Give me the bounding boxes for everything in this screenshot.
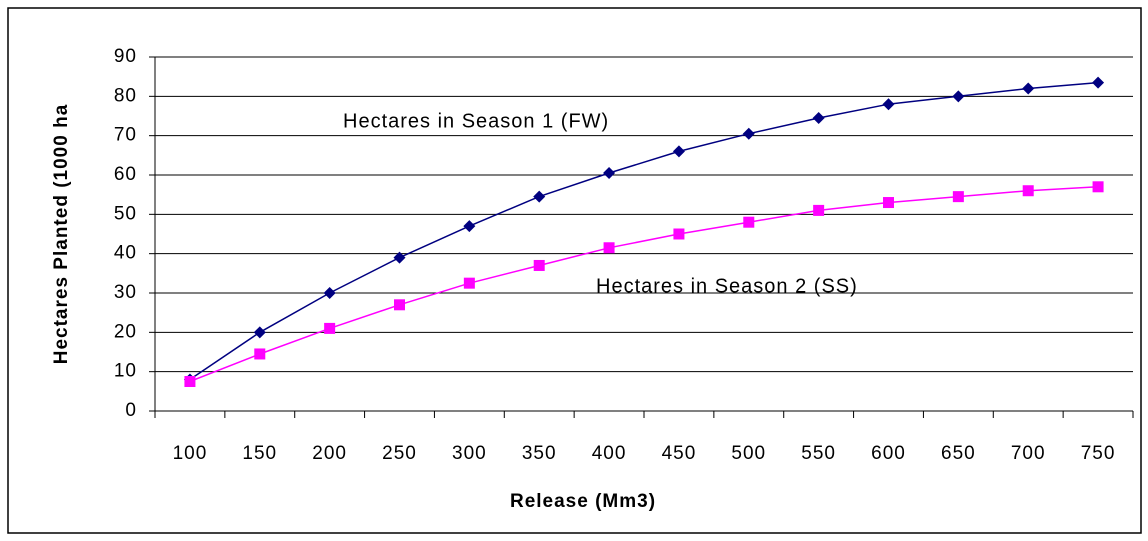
- marker: [393, 251, 406, 264]
- marker: [1092, 76, 1105, 89]
- chart-frame: [7, 7, 1142, 534]
- marker: [742, 127, 755, 140]
- x-tick-label: 500: [731, 443, 766, 464]
- marker: [952, 191, 964, 203]
- marker: [673, 228, 685, 240]
- x-tick-label: 600: [871, 443, 906, 464]
- marker: [463, 277, 475, 289]
- marker: [394, 299, 405, 311]
- y-tick-label: 40: [114, 243, 137, 264]
- marker: [603, 242, 615, 254]
- marker: [533, 259, 545, 271]
- marker: [254, 348, 266, 360]
- x-tick-label: 750: [1081, 443, 1116, 464]
- x-tick-label: 400: [592, 443, 627, 464]
- y-tick-label: 90: [114, 46, 137, 67]
- marker: [603, 167, 616, 180]
- marker: [1092, 181, 1104, 193]
- marker: [323, 287, 336, 299]
- y-tick-label: 0: [125, 400, 137, 421]
- series-label: Hectares in Season 1 (FW): [343, 110, 609, 132]
- y-tick-label: 30: [114, 282, 137, 303]
- marker: [1022, 82, 1035, 95]
- y-tick-label: 50: [114, 203, 137, 224]
- marker: [883, 197, 894, 209]
- marker: [952, 90, 965, 103]
- marker: [533, 190, 546, 203]
- y-tick-label: 70: [114, 125, 137, 146]
- y-axis-title: Hectares Planted (1000 ha: [51, 104, 72, 365]
- marker: [253, 326, 266, 339]
- x-axis-title: Release (Mm3): [510, 491, 656, 512]
- x-tick-label: 200: [312, 443, 347, 464]
- series-line: [189, 81, 1099, 381]
- series-line: [189, 186, 1099, 383]
- y-tick-label: 10: [114, 361, 137, 382]
- marker: [882, 98, 895, 111]
- x-tick-label: 300: [452, 443, 487, 464]
- x-tick-label: 350: [522, 443, 557, 464]
- x-tick-label: 650: [941, 443, 976, 464]
- x-tick-label: 150: [242, 443, 277, 464]
- x-tick-label: 450: [662, 443, 697, 464]
- y-tick-label: 20: [114, 321, 137, 342]
- marker: [743, 216, 755, 228]
- x-tick-label: 700: [1011, 443, 1046, 464]
- series-label: Hectares in Season 2 (SS): [596, 275, 858, 297]
- marker: [672, 145, 685, 158]
- marker: [184, 376, 196, 387]
- marker: [324, 322, 336, 334]
- marker: [812, 111, 825, 124]
- y-tick-label: 60: [114, 164, 137, 185]
- marker: [463, 220, 476, 233]
- marker: [1022, 185, 1034, 197]
- y-tick-label: 80: [114, 85, 137, 106]
- x-tick-label: 250: [382, 443, 417, 464]
- x-tick-label: 550: [801, 443, 836, 464]
- marker: [813, 204, 825, 216]
- x-tick-label: 100: [173, 443, 208, 464]
